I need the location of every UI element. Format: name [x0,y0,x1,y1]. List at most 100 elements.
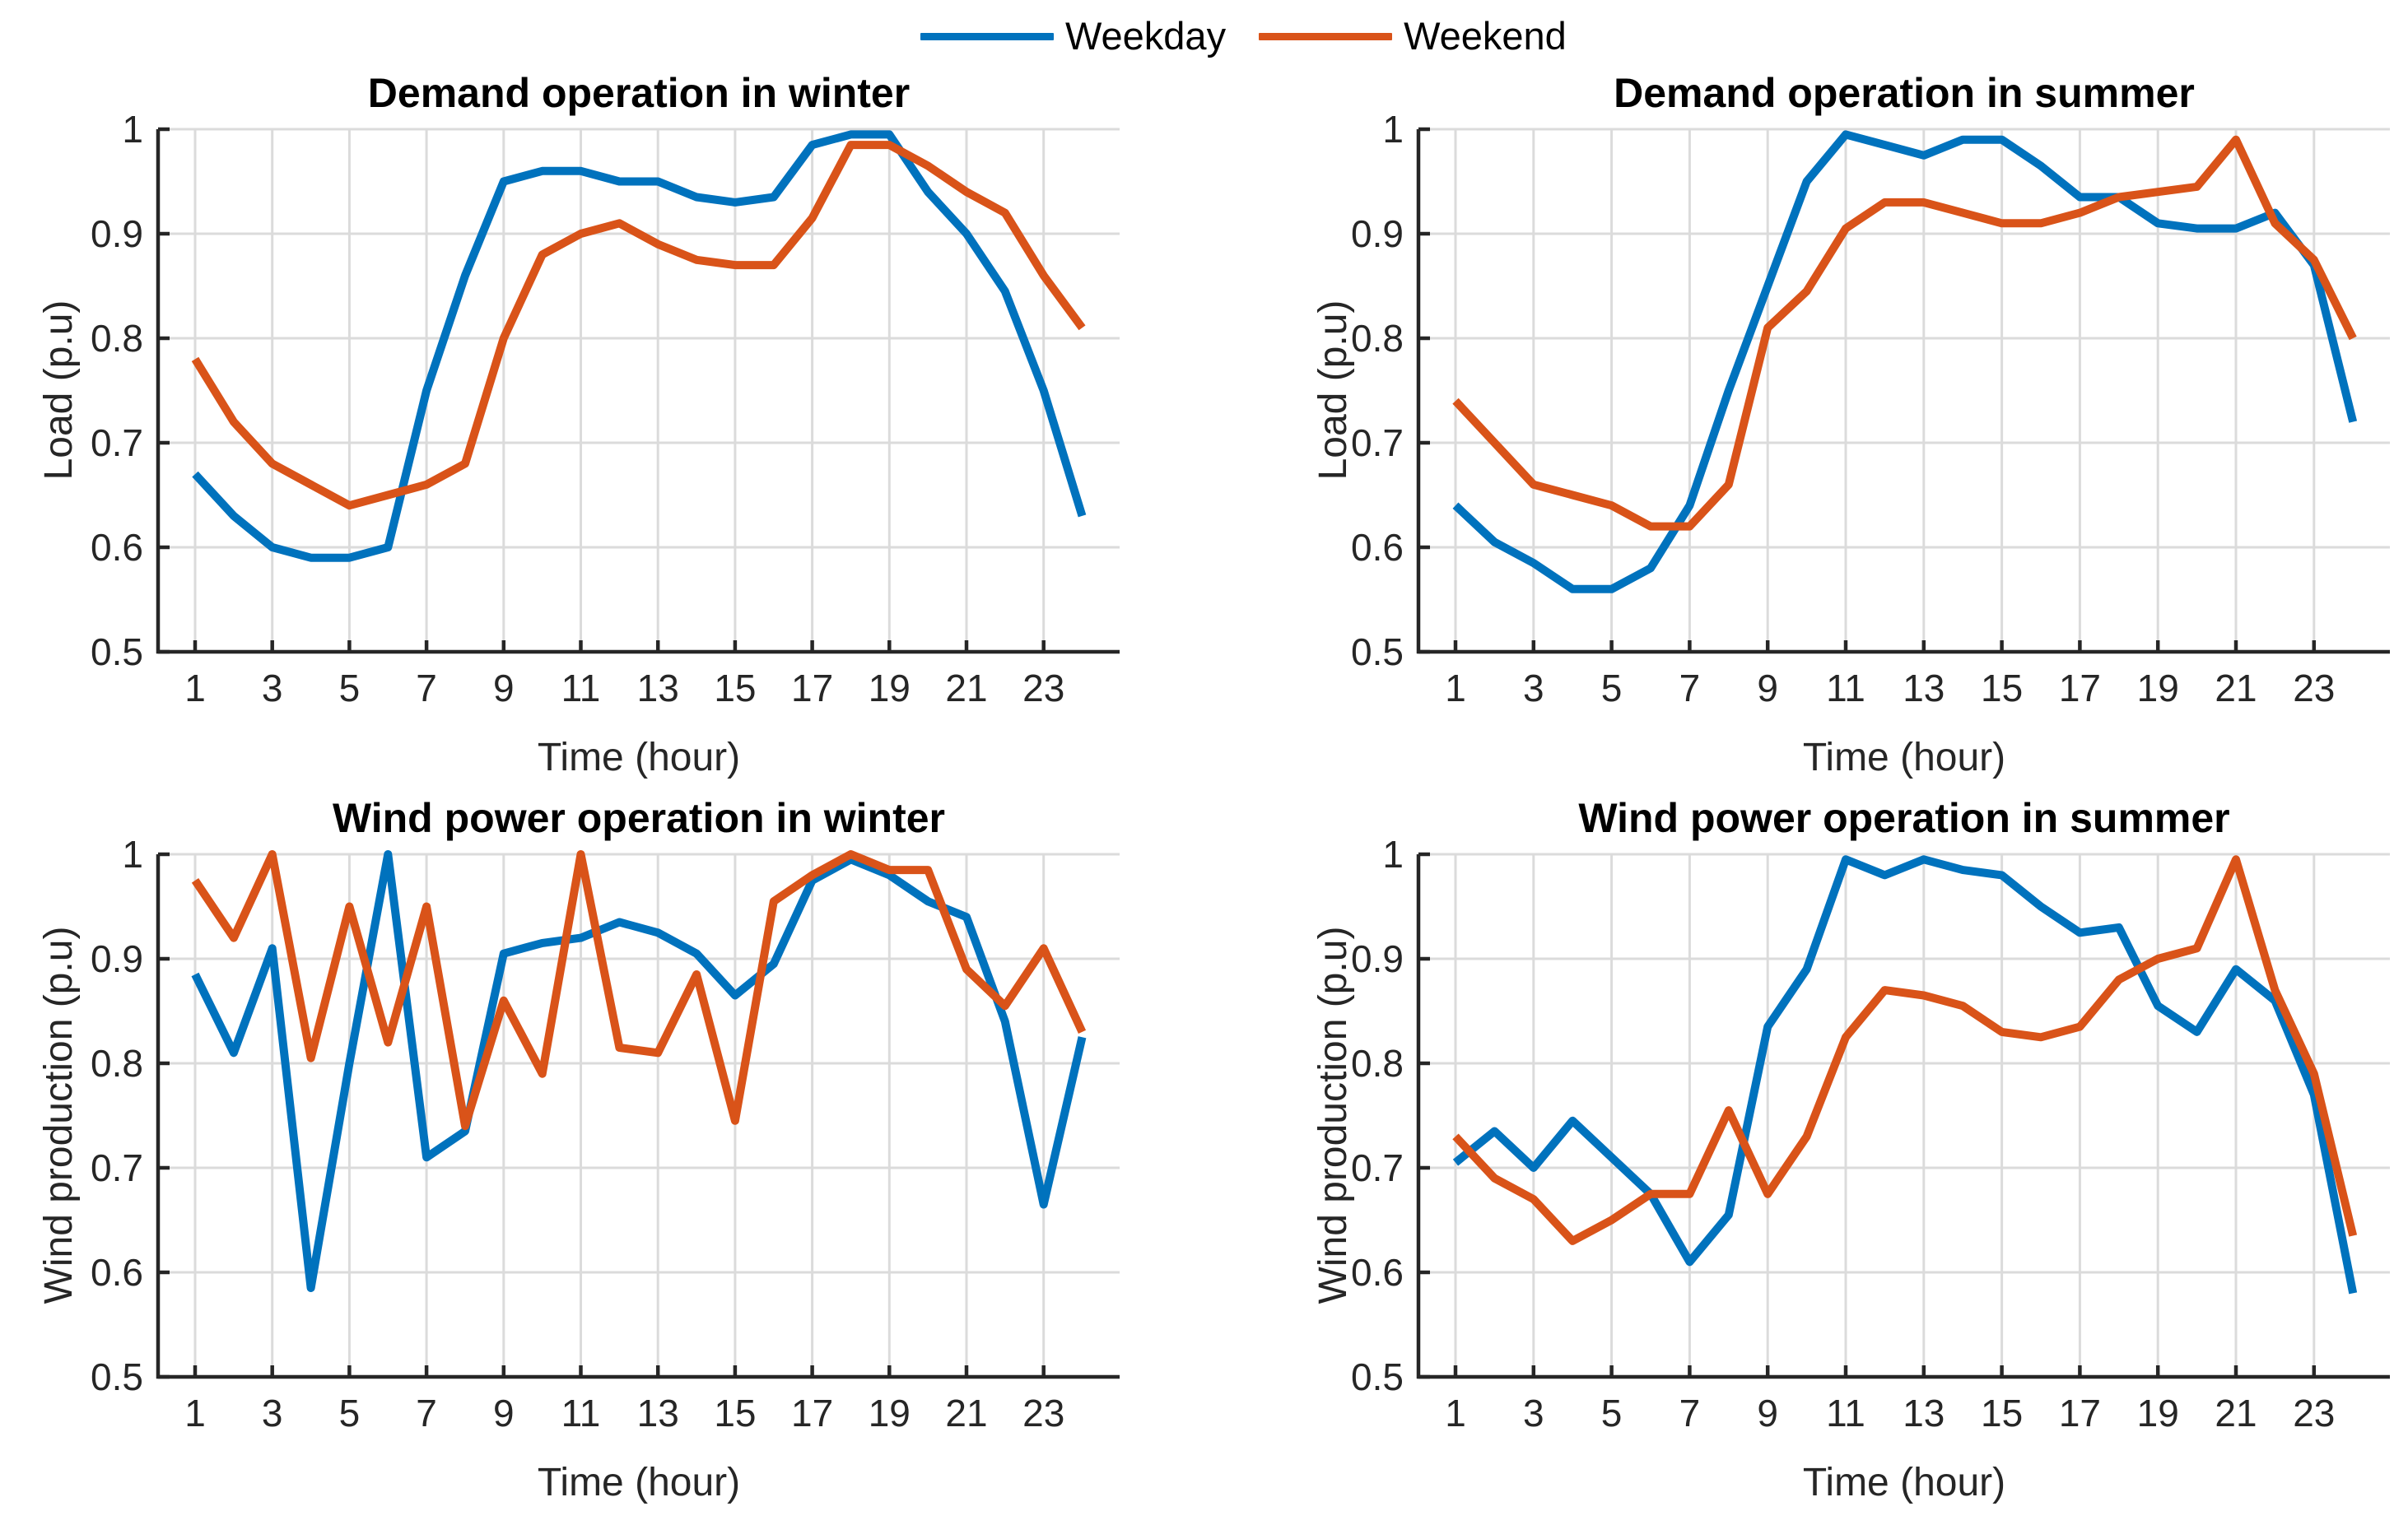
x-tick-label: 9 [1757,667,1778,709]
x-tick-label: 1 [184,667,206,709]
y-tick-label: 1 [122,833,143,876]
y-axis-label: Load (p.u) [1311,300,1355,481]
y-tick-label: 0.7 [1351,1146,1404,1189]
x-axis-label: Time (hour) [1802,1461,2006,1504]
x-tick-label: 3 [1523,1392,1544,1434]
chart-title: Wind power operation in summer [1578,795,2230,841]
x-tick-label: 23 [2293,1392,2335,1434]
x-tick-label: 19 [869,1392,911,1434]
x-tick-label: 21 [945,1392,987,1434]
x-axis-label: Time (hour) [537,736,741,779]
x-tick-label: 5 [1601,667,1623,709]
y-tick-label: 0.9 [1351,212,1404,255]
x-tick-label: 11 [1826,667,1865,709]
y-tick-label: 0.6 [1351,526,1404,569]
y-tick-label: 0.9 [91,937,143,980]
x-tick-label: 19 [869,667,911,709]
x-tick-label: 23 [1022,1392,1064,1434]
x-tick-label: 21 [2215,667,2257,709]
x-tick-label: 13 [637,1392,679,1434]
x-tick-label: 1 [1445,667,1466,709]
y-tick-label: 0.9 [1351,937,1404,980]
weekend-line-swatch [1259,32,1393,40]
series-line-weekend [1452,135,2357,531]
legend-label-weekday: Weekday [1065,14,1227,58]
x-tick-label: 13 [1903,1392,1945,1434]
series-line-weekday [1452,130,2358,593]
x-tick-label: 11 [1826,1392,1865,1434]
x-tick-label: 19 [2137,1392,2179,1434]
legend: Weekday Weekend [920,13,1588,59]
y-tick-label: 0.5 [91,1355,143,1398]
y-tick-label: 0.5 [91,630,143,673]
x-tick-label: 5 [339,1392,361,1434]
x-tick-label: 3 [1523,667,1544,709]
x-tick-label: 7 [416,667,437,709]
x-tick-label: 23 [1022,667,1064,709]
x-tick-label: 17 [791,1392,833,1434]
x-tick-label: 13 [637,667,679,709]
x-tick-label: 19 [2137,667,2179,709]
chart-title: Demand operation in summer [1614,70,2195,116]
x-tick-label: 7 [1679,1392,1701,1434]
x-tick-label: 15 [714,667,756,709]
y-tick-label: 0.9 [91,212,143,255]
y-axis-label: Load (p.u) [37,300,81,481]
y-tick-label: 1 [1382,108,1404,151]
y-tick-label: 0.7 [91,421,143,464]
series-line-weekday [192,130,1087,562]
y-axis-label: Wind production (p.u) [1311,926,1355,1304]
x-tick-label: 21 [945,667,987,709]
series-line-weekday [191,850,1087,1292]
y-tick-label: 0.8 [1351,317,1404,360]
x-tick-label: 17 [791,667,833,709]
x-tick-label: 7 [416,1392,437,1434]
y-axis-label: Wind production (p.u) [37,926,81,1304]
y-tick-label: 0.8 [91,1042,143,1085]
y-tick-label: 1 [1382,833,1404,876]
chart-title: Demand operation in winter [367,70,911,116]
y-tick-label: 0.6 [91,526,143,569]
x-tick-label: 3 [262,667,283,709]
y-tick-label: 1 [122,108,143,151]
x-tick-label: 21 [2215,1392,2257,1434]
x-tick-label: 15 [1981,667,2023,709]
y-tick-label: 0.6 [91,1251,143,1294]
x-tick-label: 1 [184,1392,206,1434]
x-tick-label: 15 [714,1392,756,1434]
weekday-line-swatch [920,32,1054,40]
y-tick-label: 0.5 [1351,1355,1404,1398]
x-tick-label: 9 [493,667,515,709]
series-line-weekend [1452,855,2358,1245]
x-tick-label: 9 [1757,1392,1778,1434]
series-line-weekday [1452,855,2358,1295]
x-tick-label: 17 [2059,667,2101,709]
x-tick-label: 11 [561,1392,601,1434]
x-tick-label: 17 [2059,1392,2101,1434]
y-tick-label: 0.8 [91,317,143,360]
chart-title: Wind power operation in winter [333,795,945,841]
x-tick-label: 5 [1601,1392,1623,1434]
x-tick-label: 7 [1679,667,1701,709]
x-tick-label: 5 [339,667,361,709]
y-tick-label: 0.7 [1351,421,1404,464]
x-tick-label: 23 [2293,667,2335,709]
x-axis-label: Time (hour) [537,1461,741,1504]
x-axis-label: Time (hour) [1802,736,2006,779]
legend-label-weekend: Weekend [1404,14,1567,58]
x-tick-label: 15 [1981,1392,2023,1434]
y-tick-label: 0.8 [1351,1042,1404,1085]
x-tick-label: 9 [493,1392,515,1434]
y-tick-label: 0.6 [1351,1251,1404,1294]
x-tick-label: 13 [1903,667,1945,709]
x-tick-label: 11 [561,667,601,709]
